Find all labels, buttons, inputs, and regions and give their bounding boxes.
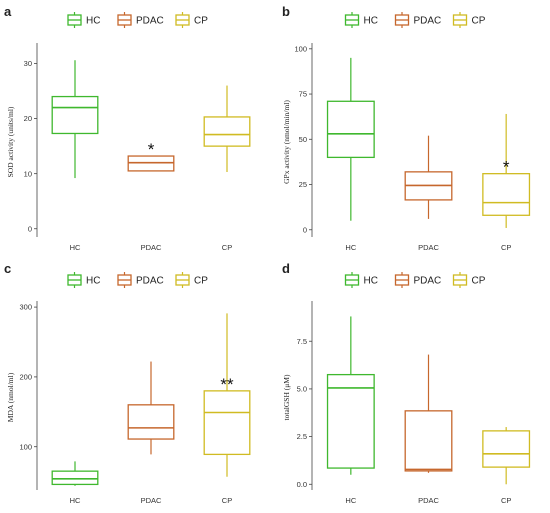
legend-label: CP [472, 16, 486, 27]
legend-item-cp: CP [452, 272, 486, 288]
y-tick-label: 100 [19, 442, 32, 451]
box-iqr [203, 116, 251, 147]
y-tick-label: 30 [24, 59, 32, 68]
box-cp [482, 113, 531, 228]
y-tick-label: 5.0 [297, 385, 307, 394]
box-cp [203, 85, 251, 173]
box-iqr [482, 430, 531, 468]
y-axis-title: SOD activity (units/ml) [6, 106, 15, 177]
legend-label: CP [472, 276, 486, 287]
panel-b: b HC PDAC CP 0 25 50 75 100 GPx activity (nmol/mi… [282, 4, 531, 252]
legend-item-pdac: PDAC [394, 12, 442, 28]
box-hc [51, 60, 99, 179]
x-tick-label: CP [501, 496, 511, 505]
y-tick-label: 7.5 [297, 337, 307, 346]
x-tick-label: CP [222, 496, 232, 505]
panel-letter: d [282, 261, 290, 276]
x-tick-label: PDAC [418, 496, 439, 505]
y-tick-label: 75 [299, 90, 307, 99]
significance-marker: ** [220, 375, 234, 394]
x-tick-label: CP [222, 243, 232, 252]
y-tick-label: 0.0 [297, 480, 307, 489]
legend-label: HC [364, 16, 378, 27]
significance-marker: * [148, 140, 155, 159]
legend-item-hc: HC [67, 12, 100, 28]
x-tick-label: HC [345, 243, 356, 252]
box-iqr [203, 390, 251, 456]
y-tick-label: 200 [19, 373, 32, 382]
box-hc [326, 57, 375, 221]
box-cp [203, 313, 251, 477]
box-pdac [404, 354, 453, 473]
x-tick-label: HC [345, 496, 356, 505]
y-axis-title: MDA (nmol/ml) [6, 372, 15, 422]
y-tick-label: 300 [19, 303, 32, 312]
panel-letter: b [282, 4, 290, 19]
box-iqr [326, 373, 375, 469]
y-tick-label: 0 [303, 225, 307, 234]
box-iqr [482, 173, 531, 216]
y-tick-label: 2.5 [297, 432, 307, 441]
legend-item-cp: CP [175, 272, 208, 288]
y-tick-label: 0 [28, 224, 32, 233]
x-tick-label: HC [70, 496, 81, 505]
box-iqr [51, 470, 99, 486]
legend-label: PDAC [414, 16, 442, 27]
y-tick-label: 50 [299, 135, 307, 144]
legend-item-hc: HC [67, 272, 100, 288]
y-axis-title: GPx activity (nmol/min/ml) [282, 100, 291, 184]
x-tick-label: PDAC [418, 243, 439, 252]
y-tick-label: 10 [24, 169, 32, 178]
significance-marker: * [503, 158, 510, 177]
x-tick-label: PDAC [141, 496, 162, 505]
box-iqr [51, 95, 99, 135]
box-cp [482, 427, 531, 485]
panel-letter: c [4, 261, 11, 276]
y-tick-label: 100 [294, 44, 307, 53]
y-tick-label: 25 [299, 180, 307, 189]
legend-label: PDAC [414, 276, 442, 287]
x-tick-label: HC [70, 243, 81, 252]
legend-label: HC [86, 276, 100, 287]
x-tick-label: PDAC [141, 243, 162, 252]
legend-item-cp: CP [175, 12, 208, 28]
legend-item-cp: CP [452, 12, 486, 28]
box-pdac [127, 361, 175, 455]
legend-item-pdac: PDAC [117, 12, 164, 28]
y-tick-label: 20 [24, 114, 32, 123]
box-iqr [404, 410, 453, 472]
legend-item-hc: HC [344, 272, 378, 288]
box-pdac [404, 135, 453, 219]
box-iqr [326, 100, 375, 159]
panel-a: a HC PDAC CP 0 10 20 30 SOD activity (units/ml) H… [4, 4, 251, 252]
box-pdac [127, 155, 175, 172]
box-iqr [127, 155, 175, 172]
y-axis-title: totalGSH (μM) [282, 374, 291, 420]
legend-item-pdac: PDAC [117, 272, 164, 288]
legend-label: PDAC [136, 276, 164, 287]
box-hc [51, 461, 99, 486]
legend-label: PDAC [136, 16, 164, 27]
legend-item-pdac: PDAC [394, 272, 442, 288]
legend-item-hc: HC [344, 12, 378, 28]
box-iqr [127, 404, 175, 440]
legend-label: HC [364, 276, 378, 287]
x-tick-label: CP [501, 243, 511, 252]
legend-label: CP [194, 276, 208, 287]
panel-letter: a [4, 4, 12, 19]
legend-label: CP [194, 16, 208, 27]
panel-d: d HC PDAC CP 0.0 2.5 5.0 7.5 totalGSH (μM) HC PDAC… [282, 261, 531, 505]
panel-c: c HC PDAC CP 100 200 300 MDA (nmol/ml) HC PDAC CP *… [4, 261, 251, 505]
legend-label: HC [86, 16, 100, 27]
box-hc [326, 316, 375, 475]
